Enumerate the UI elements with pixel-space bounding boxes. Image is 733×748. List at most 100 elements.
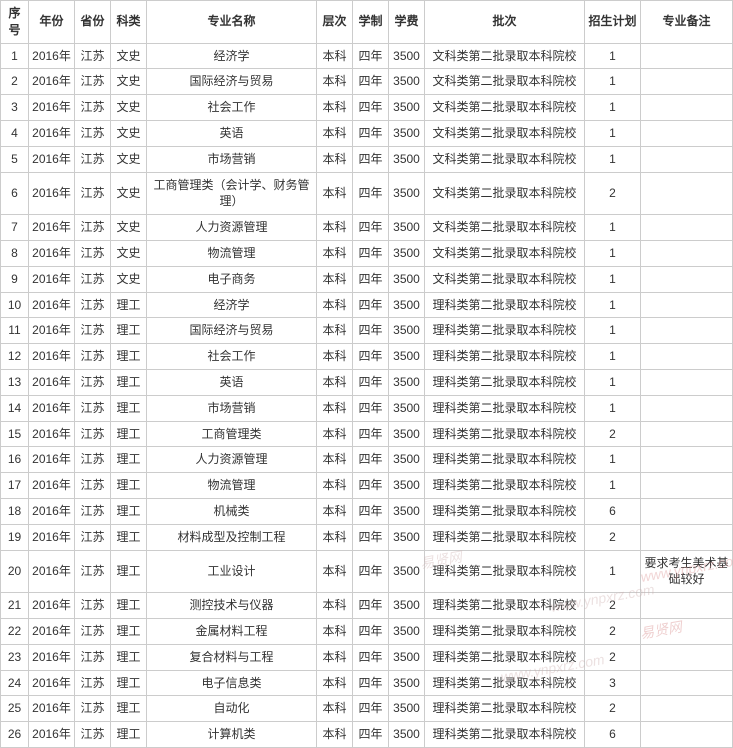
table-cell: 本科 [317, 146, 353, 172]
table-cell: 1 [585, 43, 641, 69]
table-row: 192016年江苏理工材料成型及控制工程本科四年3500理科类第二批录取本科院校… [1, 524, 733, 550]
table-cell: 江苏 [75, 95, 111, 121]
table-head: 序号年份省份科类专业名称层次学制学费批次招生计划专业备注 [1, 1, 733, 44]
table-cell: 2 [585, 524, 641, 550]
table-cell [641, 722, 733, 748]
table-cell: 江苏 [75, 722, 111, 748]
table-cell: 17 [1, 473, 29, 499]
table-cell: 3500 [389, 593, 425, 619]
table-cell: 3500 [389, 120, 425, 146]
table-cell: 2016年 [29, 172, 75, 215]
table-cell [641, 172, 733, 215]
table-cell: 计算机类 [147, 722, 317, 748]
table-cell: 四年 [353, 722, 389, 748]
table-row: 102016年江苏理工经济学本科四年3500理科类第二批录取本科院校1 [1, 292, 733, 318]
table-cell: 12 [1, 344, 29, 370]
table-header-cell: 层次 [317, 1, 353, 44]
table-cell: 四年 [353, 473, 389, 499]
table-cell: 2016年 [29, 266, 75, 292]
table-cell: 经济学 [147, 43, 317, 69]
table-cell: 工业设计 [147, 550, 317, 593]
table-cell: 20 [1, 550, 29, 593]
table-cell: 江苏 [75, 498, 111, 524]
table-cell: 2016年 [29, 369, 75, 395]
table-header-cell: 专业名称 [147, 1, 317, 44]
table-cell: 3500 [389, 618, 425, 644]
table-cell: 本科 [317, 498, 353, 524]
table-cell: 3500 [389, 696, 425, 722]
table-cell: 理科类第二批录取本科院校 [425, 292, 585, 318]
table-cell: 本科 [317, 69, 353, 95]
table-cell: 四年 [353, 593, 389, 619]
table-cell: 本科 [317, 43, 353, 69]
table-cell: 人力资源管理 [147, 215, 317, 241]
table-cell: 3500 [389, 318, 425, 344]
table-cell [641, 43, 733, 69]
table-cell: 理科类第二批录取本科院校 [425, 550, 585, 593]
table-cell: 江苏 [75, 146, 111, 172]
table-row: 52016年江苏文史市场营销本科四年3500文科类第二批录取本科院校1 [1, 146, 733, 172]
table-cell: 23 [1, 644, 29, 670]
table-row: 182016年江苏理工机械类本科四年3500理科类第二批录取本科院校6 [1, 498, 733, 524]
table-cell [641, 95, 733, 121]
table-cell: 四年 [353, 266, 389, 292]
table-cell: 1 [585, 447, 641, 473]
table-cell: 2016年 [29, 447, 75, 473]
table-cell: 7 [1, 215, 29, 241]
table-cell: 3500 [389, 447, 425, 473]
table-cell: 14 [1, 395, 29, 421]
table-cell: 文科类第二批录取本科院校 [425, 43, 585, 69]
table-cell: 2 [585, 696, 641, 722]
table-cell: 2016年 [29, 120, 75, 146]
table-cell: 本科 [317, 593, 353, 619]
table-cell: 四年 [353, 696, 389, 722]
table-cell: 江苏 [75, 421, 111, 447]
table-cell [641, 292, 733, 318]
table-cell: 22 [1, 618, 29, 644]
table-row: 262016年江苏理工计算机类本科四年3500理科类第二批录取本科院校6 [1, 722, 733, 748]
table-cell: 2016年 [29, 95, 75, 121]
table-cell: 市场营销 [147, 395, 317, 421]
table-cell: 经济学 [147, 292, 317, 318]
table-header-cell: 招生计划 [585, 1, 641, 44]
table-cell: 2016年 [29, 696, 75, 722]
table-cell: 四年 [353, 95, 389, 121]
table-cell: 理工 [111, 618, 147, 644]
table-cell: 理科类第二批录取本科院校 [425, 593, 585, 619]
table-cell: 理工 [111, 550, 147, 593]
table-header-cell: 专业备注 [641, 1, 733, 44]
table-cell [641, 344, 733, 370]
table-cell: 文史 [111, 215, 147, 241]
table-cell: 本科 [317, 421, 353, 447]
table-cell: 21 [1, 593, 29, 619]
table-cell: 3500 [389, 369, 425, 395]
table-cell: 文科类第二批录取本科院校 [425, 215, 585, 241]
table-row: 22016年江苏文史国际经济与贸易本科四年3500文科类第二批录取本科院校1 [1, 69, 733, 95]
table-cell [641, 369, 733, 395]
table-cell: 文史 [111, 266, 147, 292]
table-header-cell: 学制 [353, 1, 389, 44]
table-row: 202016年江苏理工工业设计本科四年3500理科类第二批录取本科院校1要求考生… [1, 550, 733, 593]
table-cell: 江苏 [75, 69, 111, 95]
table-cell: 社会工作 [147, 344, 317, 370]
table-cell: 3500 [389, 670, 425, 696]
table-cell: 3500 [389, 644, 425, 670]
table-cell: 理工 [111, 498, 147, 524]
enrollment-table: 序号年份省份科类专业名称层次学制学费批次招生计划专业备注 12016年江苏文史经… [0, 0, 733, 748]
table-cell [641, 447, 733, 473]
table-cell: 四年 [353, 240, 389, 266]
table-cell: 四年 [353, 524, 389, 550]
table-cell: 19 [1, 524, 29, 550]
table-cell: 江苏 [75, 292, 111, 318]
table-cell: 理科类第二批录取本科院校 [425, 670, 585, 696]
table-cell [641, 266, 733, 292]
table-cell: 电子商务 [147, 266, 317, 292]
table-header-cell: 序号 [1, 1, 29, 44]
table-cell: 四年 [353, 498, 389, 524]
table-cell: 理科类第二批录取本科院校 [425, 369, 585, 395]
table-cell: 25 [1, 696, 29, 722]
table-cell: 本科 [317, 172, 353, 215]
table-row: 212016年江苏理工测控技术与仪器本科四年3500理科类第二批录取本科院校2 [1, 593, 733, 619]
table-cell: 理工 [111, 447, 147, 473]
table-row: 92016年江苏文史电子商务本科四年3500文科类第二批录取本科院校1 [1, 266, 733, 292]
